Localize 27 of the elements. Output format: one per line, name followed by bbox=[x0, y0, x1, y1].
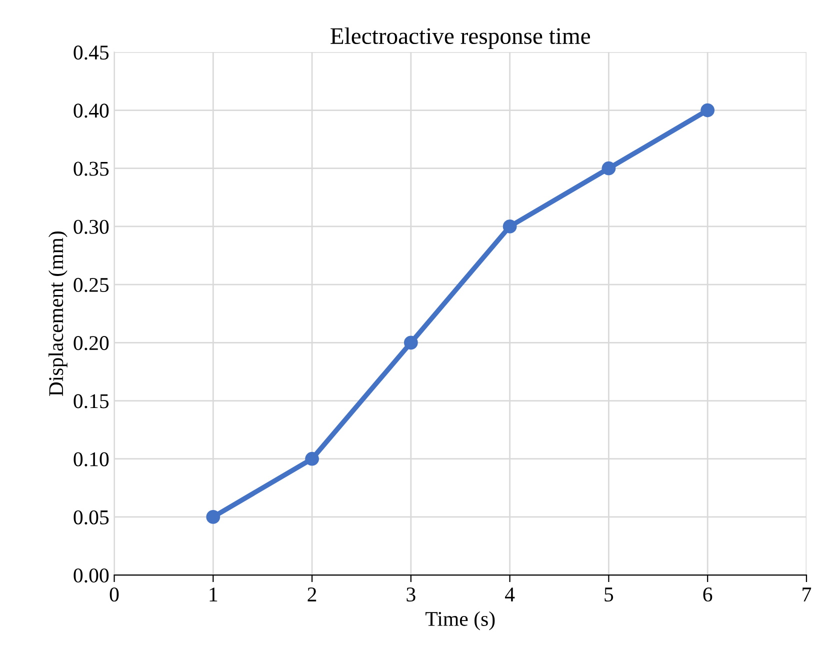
x-tick-label: 0 bbox=[110, 587, 119, 602]
y-tick-label: 0.35 bbox=[74, 162, 109, 176]
y-axis-title: Displacement (mm) bbox=[48, 232, 68, 396]
x-tick-label: 1 bbox=[210, 588, 218, 602]
x-tick-label: 3 bbox=[406, 588, 416, 602]
point bbox=[305, 452, 319, 466]
x-tick-label: 2 bbox=[308, 588, 316, 602]
x-tick-label: 7 bbox=[802, 588, 812, 602]
point bbox=[206, 510, 220, 524]
y-tick-label: 0.40 bbox=[74, 104, 109, 118]
point bbox=[700, 103, 715, 118]
y-tick-label: 0.05 bbox=[74, 510, 109, 524]
point bbox=[602, 161, 616, 176]
chart-title: Electroactive response time bbox=[330, 27, 590, 49]
point bbox=[502, 220, 517, 234]
x-tick-label: 4 bbox=[505, 588, 515, 602]
y-tick-label: 0.10 bbox=[74, 452, 109, 466]
y-tick-label: 0.00 bbox=[74, 568, 109, 583]
x-axis-title: Time (s) bbox=[426, 611, 495, 630]
point bbox=[404, 336, 418, 350]
x-tick-label: 6 bbox=[703, 588, 712, 602]
y-tick-label: 0.25 bbox=[74, 278, 109, 292]
y-tick-label: 0.20 bbox=[74, 336, 109, 350]
y-tick-label: 0.45 bbox=[74, 46, 109, 60]
x-tick-label: 5 bbox=[604, 588, 614, 602]
y-tick-label: 0.15 bbox=[74, 394, 109, 408]
y-tick-label: 0.30 bbox=[74, 220, 109, 234]
